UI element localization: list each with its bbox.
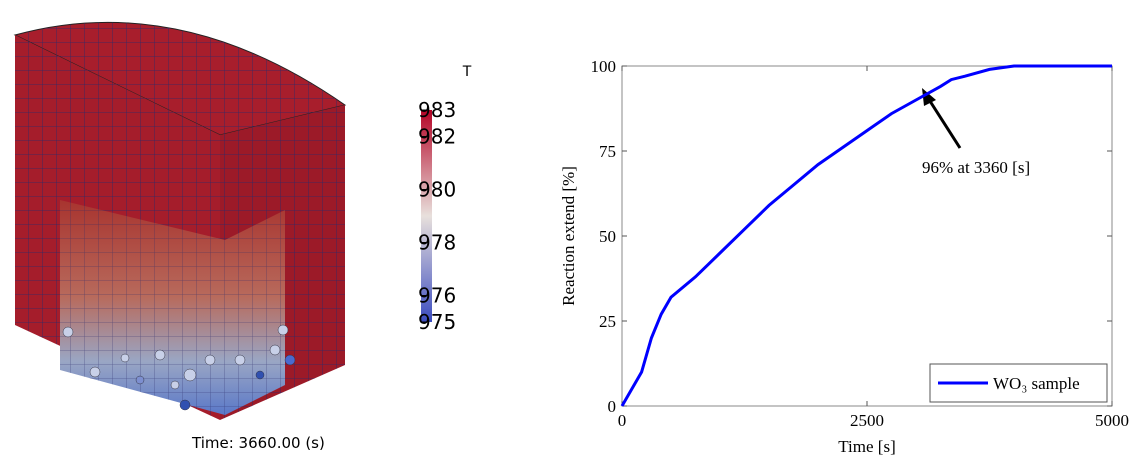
colorbar-tick-label: 980 [418,178,456,202]
chart: Time [s] Reaction extend [%] 96% at 3360… [559,57,1129,456]
line-series [622,66,1112,406]
colorbar-tick-label: 976 [418,284,456,308]
x-tick-label: 0 [618,411,627,430]
y-tick-label: 75 [599,142,616,161]
y-axis-label: Reaction extend [%] [559,166,578,306]
colorbar-title: T [462,64,472,80]
y-tick-label: 0 [608,397,617,416]
y-tick-label: 100 [591,57,617,76]
x-tick-label: 5000 [1095,411,1129,430]
colorbar-tick-label: 983 [418,98,456,122]
time-label: Time: 3660.00 (s) [191,434,325,452]
colorbar-tick-label: 982 [418,125,456,149]
x-tick-label: 2500 [850,411,884,430]
legend-label: WO₃ sample [993,374,1080,393]
page: T 983 982 980 978 976975 Time: 3660.00 (s) T… [0,0,1139,463]
annotation: 96% at 3360 [s] [922,158,1030,177]
colorbar-tick-label: 978 [418,231,456,255]
colorbar-tick-label: 975 [418,310,456,334]
annotation-arrow [928,98,960,148]
plot-frame [622,66,1112,406]
y-tick-label: 25 [599,312,616,331]
x-axis-label: Time [s] [838,437,895,456]
y-tick-label: 50 [599,227,616,246]
